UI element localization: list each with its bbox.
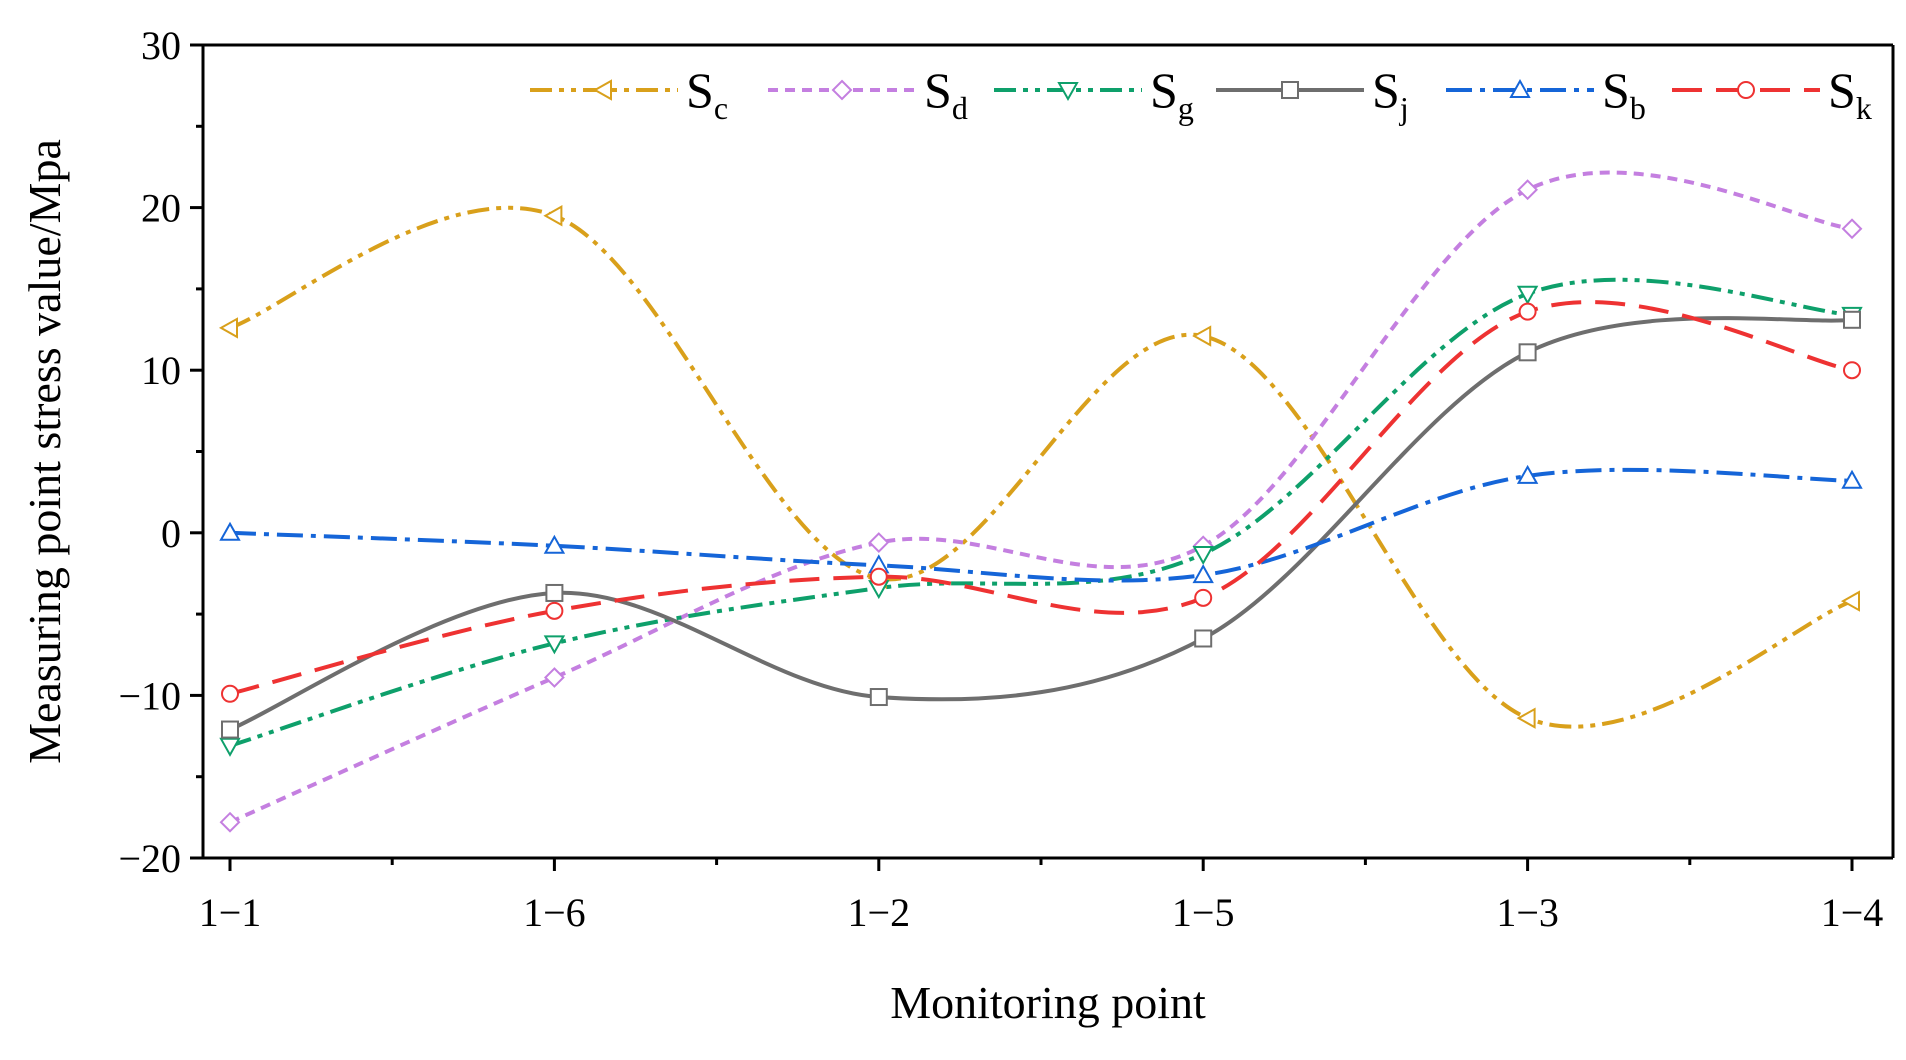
data-point-Sb-0 bbox=[219, 521, 241, 541]
data-point-Sj-2 bbox=[869, 688, 888, 707]
series-curves bbox=[229, 170, 1853, 825]
data-point-Sk-2 bbox=[869, 567, 888, 586]
legend-label-Sg: Sg bbox=[1150, 62, 1194, 126]
y-tick-label: 20 bbox=[141, 186, 181, 231]
data-point-Sb-3 bbox=[1192, 564, 1214, 584]
legend-marker-Sd bbox=[831, 79, 853, 101]
axes: −20 −10 0 10 20 30 1−1 1−6 1−2 1−5 1−3 1−4 Monitorin… bbox=[19, 23, 1895, 1028]
x-tick-label: 1−1 bbox=[199, 890, 262, 935]
legend-marker-Sb bbox=[1509, 78, 1531, 98]
y-tick-label: −20 bbox=[118, 836, 181, 881]
legend-marker-Sk bbox=[1737, 81, 1755, 99]
data-point-Sj-0 bbox=[221, 720, 239, 739]
legend-label-Sj: Sj bbox=[1372, 62, 1409, 126]
data-point-Sb-4 bbox=[1516, 464, 1539, 484]
data-point-Sj-4 bbox=[1518, 343, 1537, 362]
series-line-Sj bbox=[229, 316, 1853, 732]
x-axis-title: Monitoring point bbox=[890, 977, 1206, 1028]
series-markers bbox=[218, 179, 1863, 833]
legend-marker-Sg bbox=[1057, 82, 1079, 102]
data-point-Sk-3 bbox=[1194, 588, 1213, 607]
y-tick-label: −10 bbox=[118, 673, 181, 718]
data-point-Sd-0 bbox=[219, 811, 241, 833]
data-point-Sd-2 bbox=[868, 532, 890, 553]
legend-item-Sj: Sj bbox=[1216, 62, 1409, 126]
data-point-Sj-3 bbox=[1194, 629, 1213, 648]
data-point-Sd-4 bbox=[1517, 179, 1539, 201]
series-line-Sc bbox=[229, 205, 1853, 729]
y-tick-label: 0 bbox=[161, 511, 181, 556]
series-line-Sb bbox=[229, 467, 1853, 583]
x-tick-label: 1−5 bbox=[1172, 890, 1235, 935]
legend-item-Sb: Sb bbox=[1446, 62, 1646, 126]
series-line-Sd bbox=[229, 170, 1853, 825]
x-tick-label: 1−2 bbox=[848, 890, 911, 935]
legend-item-Sk: Sk bbox=[1672, 62, 1872, 126]
data-point-Sj-1 bbox=[545, 583, 564, 602]
legend-subscript-Sk: k bbox=[1856, 90, 1872, 126]
data-point-Sc-0 bbox=[218, 317, 238, 339]
y-tick-label: 30 bbox=[141, 23, 181, 68]
data-point-Sb-5 bbox=[1841, 469, 1863, 489]
data-point-Sj-5 bbox=[1843, 310, 1861, 329]
legend-label-Sb: Sb bbox=[1602, 62, 1646, 126]
legend-label-Sk: Sk bbox=[1828, 62, 1872, 126]
legend-marker-Sc bbox=[592, 79, 612, 101]
x-tick-label: 1−6 bbox=[523, 890, 586, 935]
data-point-Sd-5 bbox=[1841, 218, 1863, 240]
data-point-Sg-4 bbox=[1516, 285, 1539, 305]
legend-subscript-Sd: d bbox=[952, 90, 968, 126]
data-point-Sg-3 bbox=[1192, 545, 1214, 565]
x-tick-label: 1−4 bbox=[1821, 890, 1884, 935]
data-point-Sc-3 bbox=[1192, 325, 1212, 347]
data-point-Sk-0 bbox=[221, 684, 239, 703]
y-axis-title: Measuring point stress value/Mpa bbox=[19, 139, 70, 764]
data-point-Sd-1 bbox=[543, 667, 565, 688]
data-point-Sc-4 bbox=[1516, 707, 1536, 729]
x-tick-label: 1−3 bbox=[1496, 890, 1559, 935]
legend-label-Sd: Sd bbox=[924, 62, 968, 126]
legend-item-Sg: Sg bbox=[994, 62, 1194, 126]
data-point-Sk-4 bbox=[1518, 302, 1537, 321]
legend-subscript-Sj: j bbox=[1399, 90, 1409, 126]
data-point-Sk-5 bbox=[1843, 361, 1861, 380]
legend-marker-Sj bbox=[1281, 81, 1299, 99]
legend: Sc Sd Sg Sj Sb Sk bbox=[530, 62, 1872, 126]
legend-label-Sc: Sc bbox=[686, 62, 728, 126]
data-point-Sg-1 bbox=[543, 635, 566, 655]
legend-subscript-Sc: c bbox=[714, 90, 728, 126]
y-tick-label: 10 bbox=[141, 348, 181, 393]
data-point-Sc-5 bbox=[1840, 590, 1860, 612]
legend-item-Sd: Sd bbox=[768, 62, 968, 126]
legend-subscript-Sb: b bbox=[1630, 90, 1646, 126]
series-line-Sk bbox=[229, 300, 1853, 696]
legend-item-Sc: Sc bbox=[530, 62, 728, 126]
series-line-Sg bbox=[229, 277, 1853, 748]
data-point-Sb-1 bbox=[543, 534, 566, 554]
data-point-Sk-1 bbox=[545, 601, 564, 620]
data-point-Sc-1 bbox=[543, 205, 563, 227]
legend-subscript-Sg: g bbox=[1178, 90, 1194, 126]
data-point-Sg-0 bbox=[219, 737, 241, 757]
